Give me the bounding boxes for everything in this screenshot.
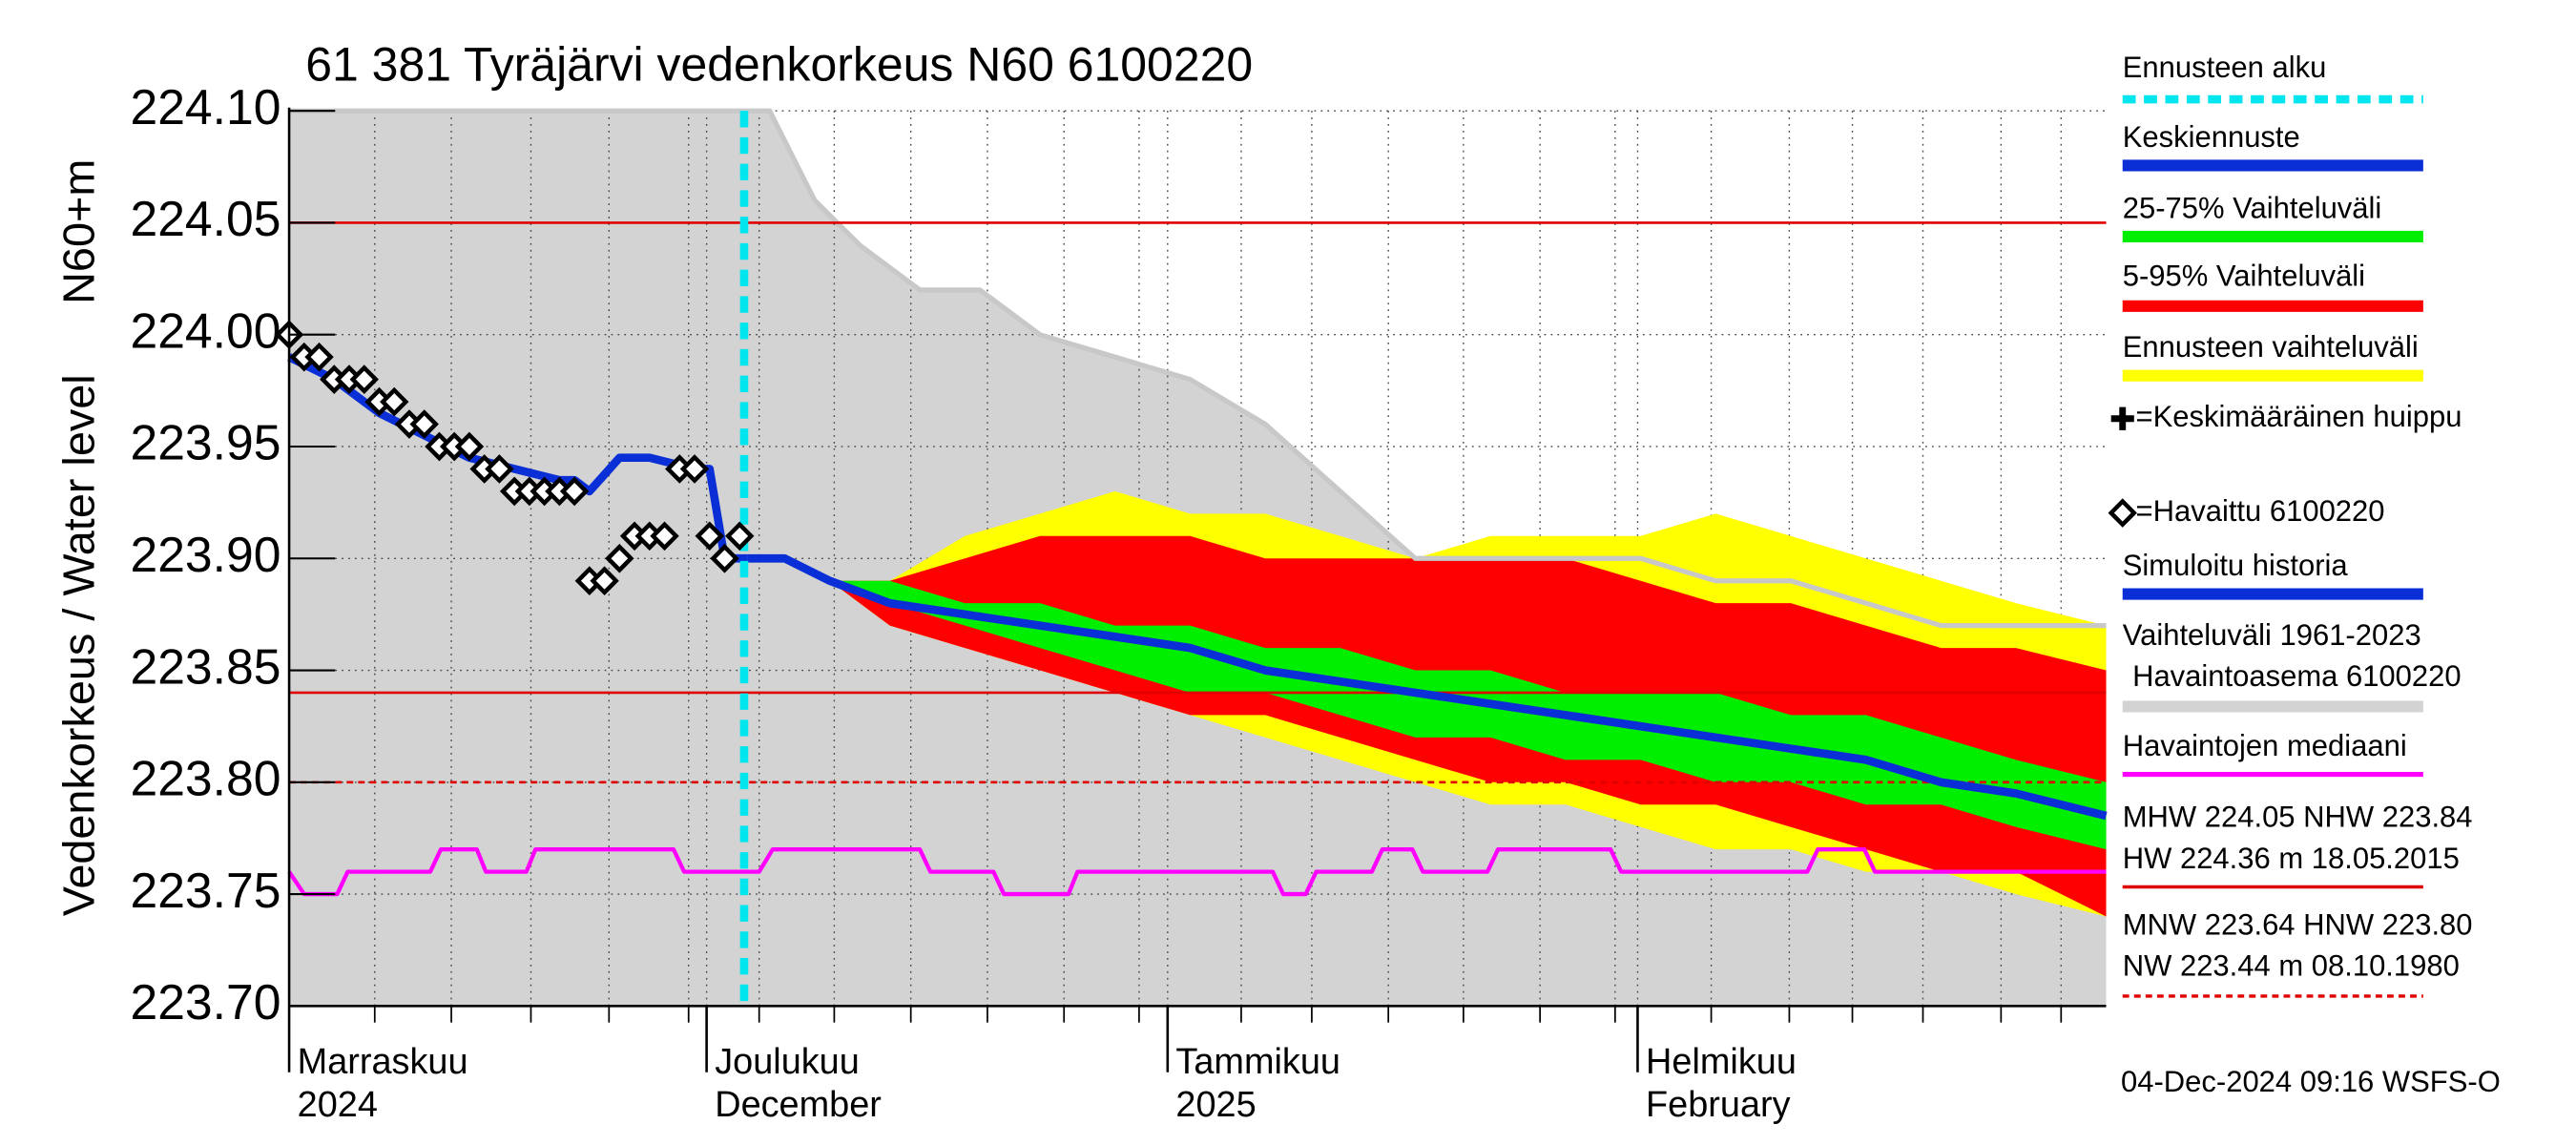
y-tick-label: 223.75 — [130, 863, 280, 918]
legend-symbol — [2110, 406, 2134, 430]
legend-stat: HW 224.36 m 18.05.2015 — [2123, 842, 2460, 875]
observed-point — [349, 364, 379, 394]
y-tick-label: 223.85 — [130, 638, 280, 694]
legend-stat: MNW 223.64 HNW 223.80 — [2123, 907, 2473, 941]
observed-point — [380, 386, 409, 417]
legend-label: =Havaittu 6100220 — [2136, 494, 2385, 528]
legend-label: Vaihteluväli 1961-2023 — [2123, 618, 2421, 652]
legend-stat: MHW 224.05 NHW 223.84 — [2123, 801, 2473, 834]
legend-label: Keskiennuste — [2123, 120, 2300, 154]
series-line — [747, 553, 2108, 821]
legend-label: 5-95% Vaihteluväli — [2123, 259, 2365, 292]
observed-point — [725, 521, 755, 552]
legend-label: Ennusteen alku — [2123, 51, 2327, 84]
legend-label: Simuloitu historia — [2123, 549, 2349, 582]
y-tick-label: 223.95 — [130, 415, 280, 470]
x-tick-sublabel: February — [1646, 1085, 1791, 1125]
x-tick-label: Joulukuu — [715, 1042, 860, 1082]
legend-label: Havaintojen mediaani — [2123, 729, 2407, 762]
legend-symbol — [2108, 498, 2137, 528]
observed-point — [605, 543, 634, 573]
y-tick-label: 223.70 — [130, 974, 280, 1030]
y-tick-label: 224.10 — [130, 79, 280, 135]
legend-label: Ennusteen vaihteluväli — [2123, 330, 2419, 364]
y-tick-label: 224.00 — [130, 302, 280, 358]
x-tick-label: Helmikuu — [1646, 1042, 1797, 1082]
observed-point — [695, 521, 724, 552]
observed-point — [650, 521, 679, 552]
legend-stat: NW 223.44 m 08.10.1980 — [2123, 949, 2460, 983]
observed-point — [454, 431, 485, 462]
y-axis-label: Vedenkorkeus / Water level — [54, 374, 104, 916]
y-tick-label: 223.80 — [130, 750, 280, 805]
y-tick-label: 224.05 — [130, 191, 280, 246]
legend-label: 25-75% Vaihteluväli — [2123, 191, 2382, 224]
observed-point — [485, 454, 514, 484]
y-tick-label: 223.90 — [130, 527, 280, 582]
chart-title: 61 381 Tyräjärvi vedenkorkeus N60 610022… — [305, 37, 1253, 91]
observed-point — [710, 543, 739, 573]
observed-point — [304, 342, 334, 372]
legend-label: Havaintoasema 6100220 — [2132, 659, 2462, 693]
legend-label: =Keskimääräinen huippu — [2136, 400, 2462, 433]
observed-point — [409, 409, 439, 439]
observed-point — [679, 454, 710, 484]
observed-point — [559, 476, 590, 507]
x-tick-sublabel: December — [715, 1085, 882, 1125]
footer: 04-Dec-2024 09:16 WSFS-O — [2121, 1065, 2501, 1098]
x-tick-label: Tammikuu — [1175, 1042, 1340, 1082]
x-tick-sublabel: 2024 — [298, 1085, 378, 1125]
series-line — [287, 846, 2107, 897]
observed-point — [590, 566, 619, 596]
x-tick-label: Marraskuu — [298, 1042, 468, 1082]
y-unit-label: N60+m — [54, 159, 104, 304]
x-tick-sublabel: 2025 — [1175, 1085, 1256, 1125]
